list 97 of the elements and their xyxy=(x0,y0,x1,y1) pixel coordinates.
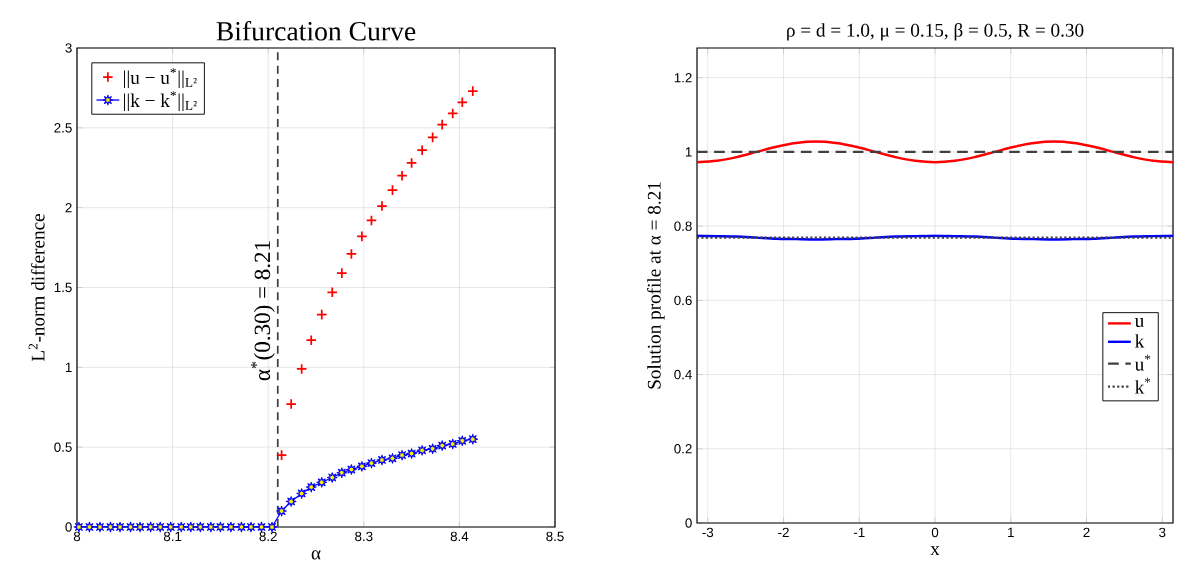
point xyxy=(275,449,288,461)
point xyxy=(386,184,399,196)
point xyxy=(356,460,368,472)
y-tick-label: 0.2 xyxy=(674,444,692,454)
point xyxy=(416,445,428,456)
point xyxy=(114,521,126,533)
point xyxy=(467,433,479,445)
point xyxy=(356,230,368,243)
point xyxy=(185,521,197,533)
point xyxy=(175,521,187,533)
point xyxy=(154,521,166,533)
point xyxy=(276,505,287,517)
x-tick-label: 0 xyxy=(931,527,939,538)
y-axis-title: Solution profile at α = 8.21 xyxy=(647,182,665,389)
y-tick-label: 2.5 xyxy=(54,123,72,133)
point xyxy=(215,521,226,533)
point xyxy=(376,200,388,212)
chart-title: ρ = d = 1.0, μ = 0.15, β = 0.5, R = 0.30 xyxy=(787,23,1084,41)
y-tick-label: 2 xyxy=(65,203,72,213)
point xyxy=(456,435,468,447)
x-tick-label: 8.4 xyxy=(450,531,469,542)
point xyxy=(345,248,358,260)
legend-label: k$^{*}$ xyxy=(1135,377,1151,394)
x-tick-label: 3 xyxy=(1159,527,1166,538)
point xyxy=(296,363,308,375)
point xyxy=(387,453,398,464)
point xyxy=(296,488,308,499)
point xyxy=(305,481,317,493)
point xyxy=(125,521,136,533)
x-tick-label: 1 xyxy=(1008,527,1014,537)
y-tick-label: 1.2 xyxy=(674,73,692,83)
y-tick-label: 0 xyxy=(685,518,692,528)
chart-title: Bifurcation Curve xyxy=(216,20,416,41)
point xyxy=(405,157,418,169)
line-series xyxy=(697,140,1174,164)
y-tick-label: 0.4 xyxy=(674,369,692,380)
point xyxy=(225,521,237,533)
point xyxy=(84,521,95,533)
x-tick-label: 8.3 xyxy=(355,531,373,542)
point xyxy=(236,521,247,533)
point xyxy=(426,131,439,144)
legend-label: u xyxy=(1134,317,1144,327)
ref-line-label: α$^{*}$(0.30) = 8.21 xyxy=(251,241,275,381)
y-tick-label: 1 xyxy=(65,362,72,372)
y-tick-label: 1.5 xyxy=(54,282,72,293)
x-tick-label: -2 xyxy=(778,527,789,538)
x-tick-label: 8.2 xyxy=(259,531,277,542)
point xyxy=(365,214,378,227)
point xyxy=(245,521,257,533)
point xyxy=(346,464,357,475)
point xyxy=(416,144,428,156)
x-tick-label: 8.5 xyxy=(546,531,564,542)
point xyxy=(94,521,106,533)
point xyxy=(205,521,217,533)
point xyxy=(326,286,338,298)
y-tick-label: 1 xyxy=(685,147,692,157)
legend-label: u$^{*}$ xyxy=(1134,354,1151,371)
legend-label: ||u − u$^{*}$||$_{L²}$ xyxy=(124,68,197,89)
y-tick-label: 3 xyxy=(65,43,72,53)
point xyxy=(427,443,438,455)
point xyxy=(447,438,459,450)
x-tick-label: -1 xyxy=(853,527,865,537)
y-tick-label: 0.5 xyxy=(54,442,72,452)
point xyxy=(456,96,468,108)
y-axis-title: L$^{2}$-norm difference xyxy=(28,214,45,362)
point xyxy=(436,118,448,131)
point xyxy=(436,440,448,451)
x-tick-label: 8.1 xyxy=(163,531,182,542)
x-axis-title: x xyxy=(930,546,940,556)
point xyxy=(366,457,377,469)
point xyxy=(73,521,85,533)
point xyxy=(105,521,116,533)
y-tick-label: 0.8 xyxy=(674,221,692,231)
x-tick-label: 2 xyxy=(1083,527,1090,538)
x-tick-label: -3 xyxy=(702,527,714,538)
point xyxy=(285,398,297,410)
point xyxy=(326,472,338,483)
point xyxy=(396,449,408,461)
point xyxy=(406,448,417,459)
point xyxy=(336,267,348,279)
point xyxy=(134,521,146,533)
point xyxy=(316,308,328,321)
point xyxy=(467,85,479,97)
y-tick-label: 0.6 xyxy=(674,295,692,306)
x-axis-title: α xyxy=(311,550,321,560)
point xyxy=(447,107,459,120)
point xyxy=(194,521,206,533)
point xyxy=(316,476,328,488)
point xyxy=(336,467,348,479)
x-tick-label: 8 xyxy=(73,531,81,542)
point xyxy=(376,454,388,466)
point xyxy=(396,170,408,182)
point xyxy=(305,334,317,346)
point xyxy=(285,496,297,507)
legend-label: k xyxy=(1135,334,1145,348)
point xyxy=(145,521,156,533)
legend-label: ||k − k$^{*}$||$_{L²}$ xyxy=(124,91,197,112)
